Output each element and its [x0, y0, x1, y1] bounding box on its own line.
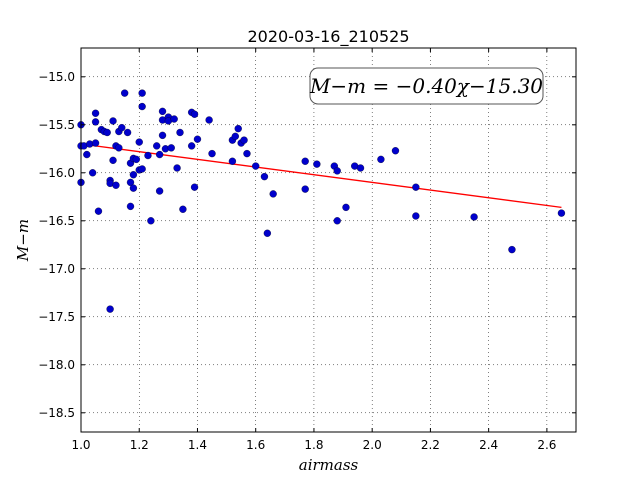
data-point	[109, 156, 117, 164]
data-point	[83, 150, 91, 159]
fit-equation-text: M−m = −0.40χ−15.30	[309, 74, 543, 98]
y-tick-label: −17.0	[38, 262, 75, 276]
data-point	[155, 150, 164, 159]
data-point	[135, 138, 143, 146]
x-tick-label: 2.4	[479, 438, 498, 452]
data-point	[91, 139, 100, 147]
data-point	[333, 167, 341, 175]
data-point	[243, 149, 251, 158]
data-point	[158, 131, 167, 140]
data-point	[205, 116, 213, 124]
data-point	[301, 185, 309, 193]
data-point	[231, 132, 239, 140]
y-tick-label: −16.0	[38, 166, 75, 180]
data-point	[129, 171, 138, 179]
data-point	[91, 118, 100, 126]
data-point	[176, 128, 184, 137]
data-point	[88, 169, 97, 177]
data-point	[269, 190, 277, 198]
data-point	[208, 149, 216, 158]
y-tick-label: −18.0	[38, 358, 75, 372]
data-point	[153, 142, 161, 150]
data-point	[333, 217, 341, 225]
fit-equation-frame	[309, 67, 544, 105]
data-point	[260, 172, 269, 181]
grid	[80, 48, 576, 432]
data-point	[173, 164, 181, 172]
data-point	[144, 151, 152, 160]
data-point	[126, 178, 135, 187]
data-point	[158, 107, 167, 116]
y-tick-label: −16.5	[38, 214, 75, 228]
data-point	[412, 183, 420, 191]
y-axis-label: M−m	[14, 219, 32, 262]
data-point	[391, 147, 400, 155]
data-point	[190, 183, 199, 191]
x-tick-label: 2.0	[363, 438, 382, 452]
y-tick-label: −18.5	[38, 406, 75, 420]
data-point	[193, 135, 202, 143]
data-point	[263, 229, 272, 237]
data-point	[252, 162, 260, 170]
data-point	[118, 124, 126, 132]
data-point	[167, 144, 175, 152]
data-point	[109, 117, 117, 125]
data-point	[313, 160, 321, 168]
data-point	[470, 213, 478, 221]
data-point	[138, 165, 146, 173]
data-point	[170, 115, 178, 123]
data-point	[106, 305, 114, 313]
y-tick-label: −17.5	[38, 310, 75, 324]
data-point	[121, 89, 129, 97]
data-point	[123, 128, 132, 137]
x-axis-label: airmass	[299, 456, 359, 474]
data-point	[377, 155, 385, 164]
data-point	[228, 157, 237, 165]
y-tick-label: −15.0	[38, 70, 75, 84]
data-point	[138, 89, 146, 97]
data-point	[129, 184, 138, 192]
data-point	[103, 128, 111, 137]
fit-equation-box: M−m = −0.40χ−15.30	[309, 67, 544, 105]
data-point	[234, 124, 242, 133]
scatter-points	[77, 89, 566, 313]
data-point	[301, 157, 309, 165]
data-point	[94, 207, 103, 215]
data-point	[91, 109, 100, 117]
data-point	[190, 110, 199, 118]
x-tick-label: 1.0	[71, 438, 90, 452]
x-tick-label: 1.6	[246, 438, 265, 452]
axis-ticks: 1.0 1.2 1.4 1.6 1.8 2.0 2.2 2.4 2.6 −15.0 −15.5 −16…	[38, 48, 576, 452]
data-point	[508, 245, 516, 254]
data-point	[115, 144, 123, 152]
data-point	[155, 187, 164, 195]
y-tick-label: −15.5	[38, 118, 75, 132]
plot-area-frame	[80, 47, 577, 433]
x-tick-label: 2.6	[537, 438, 556, 452]
data-point	[132, 155, 140, 164]
data-point	[412, 212, 420, 220]
data-point	[187, 142, 196, 150]
x-tick-label: 1.8	[304, 438, 323, 452]
data-point	[342, 203, 350, 212]
data-point	[147, 217, 155, 225]
x-tick-label: 2.2	[421, 438, 440, 452]
x-tick-label: 1.4	[188, 438, 207, 452]
data-point	[356, 164, 365, 172]
data-point	[138, 102, 146, 111]
data-point	[557, 209, 566, 217]
x-tick-label: 1.2	[130, 438, 149, 452]
data-point	[179, 205, 187, 213]
chart-title: 2020-03-16_210525	[247, 27, 409, 47]
data-point	[240, 136, 248, 144]
data-point	[126, 202, 135, 211]
data-point	[112, 181, 120, 189]
